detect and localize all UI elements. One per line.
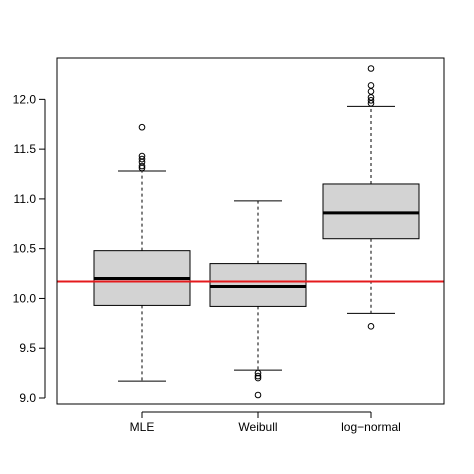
x-tick-label: Weibull: [238, 420, 277, 434]
outlier-point: [367, 97, 375, 104]
outlier-point: [254, 374, 262, 382]
outlier-point: [138, 155, 146, 163]
y-tick-label: 12.0: [13, 92, 37, 106]
y-tick-label: 10.0: [13, 291, 37, 305]
outlier-point: [138, 123, 146, 131]
box-group: [322, 65, 420, 330]
y-tick-label: 10.5: [13, 242, 37, 256]
outlier-point: [254, 391, 262, 399]
x-axis: MLE Weibull log−normal: [130, 411, 401, 434]
outlier-point: [254, 369, 262, 377]
outlier-point: [367, 100, 375, 107]
plot-area: [57, 65, 444, 399]
outlier-point: [367, 323, 375, 330]
y-tick-label: 9.0: [19, 391, 36, 405]
outlier-point: [367, 65, 375, 72]
x-tick-label: MLE: [130, 420, 155, 434]
outlier-point: [367, 88, 375, 95]
plot-frame: [56, 57, 445, 405]
outlier-point: [138, 164, 146, 172]
outlier-point: [138, 162, 146, 170]
y-tick-label: 11.0: [14, 192, 37, 206]
outlier-point: [367, 82, 375, 89]
y-tick-label: 9.5: [19, 341, 36, 355]
y-axis: 9.0 9.5 10.0 10.5 11.0 11.5 12.0: [13, 92, 46, 405]
x-tick-label: log−normal: [341, 420, 401, 434]
y-tick-label: 11.5: [14, 142, 37, 156]
box-group: [93, 123, 191, 382]
outlier-point: [254, 372, 262, 380]
box-group: [209, 200, 307, 399]
